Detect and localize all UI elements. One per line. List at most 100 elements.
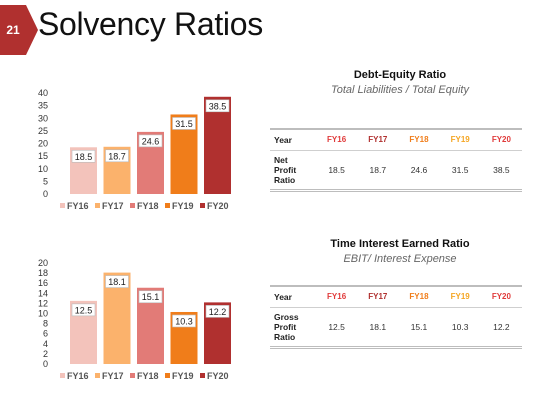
y-tick-label: 0 (43, 189, 48, 199)
y-tick-label: 10 (38, 164, 48, 174)
data-label-box (205, 305, 230, 318)
year-column-label: Year (270, 285, 316, 308)
year-header: FY17 (357, 128, 399, 151)
table-row: Net Profit Ratio 18.5 18.7 24.6 31.5 38.… (270, 150, 522, 192)
bar (204, 96, 231, 194)
data-label-box (71, 303, 96, 317)
legend-label: FY18 (137, 201, 159, 211)
table-cell: 38.5 (480, 150, 522, 192)
year-header: FY18 (398, 285, 440, 308)
year-header: FY20 (480, 285, 522, 308)
panel-title: Debt-Equity Ratio (353, 69, 447, 81)
data-label: 15.1 (142, 292, 160, 302)
y-tick-label: 6 (43, 329, 48, 339)
interest-earned-table: Year FY16 FY17 FY18 FY19 FY20 Gross Prof… (270, 285, 522, 349)
y-tick-label: 12 (38, 298, 48, 308)
panel-subtitle: EBIT/ Interest Expense (343, 253, 457, 265)
hexagon-badge-icon (0, 5, 38, 55)
y-tick-label: 4 (43, 339, 48, 349)
page-title: Solvency Ratios (38, 6, 263, 42)
y-tick-label: 16 (38, 278, 48, 288)
y-tick-label: 5 (43, 176, 48, 186)
legend-label: FY18 (137, 371, 159, 381)
table-cell: 15.1 (398, 307, 440, 349)
legend-swatch (165, 373, 170, 378)
legend-swatch (200, 373, 205, 378)
y-tick-label: 20 (38, 139, 48, 149)
year-header: FY16 (316, 128, 358, 151)
data-label: 18.7 (108, 151, 126, 161)
debt-equity-table: Year FY16 FY17 FY18 FY19 FY20 Net Profit… (270, 128, 522, 192)
panel-subtitle: Total Liabilities / Total Equity (331, 84, 469, 96)
data-label: 18.1 (108, 277, 126, 287)
table-cell: 18.5 (316, 150, 358, 192)
y-tick-label: 18 (38, 268, 48, 278)
legend-swatch (60, 373, 65, 378)
legend-label: FY17 (102, 201, 124, 211)
y-tick-label: 2 (43, 349, 48, 359)
row-label-line: Profit (274, 321, 297, 332)
data-label-box (138, 290, 163, 304)
table-cell: 12.5 (316, 307, 358, 349)
y-tick-label: 15 (38, 151, 48, 161)
table-cell: 10.3 (439, 307, 481, 349)
year-header: FY19 (439, 128, 481, 151)
legend-swatch (60, 203, 65, 208)
legend-label: FY19 (172, 201, 194, 211)
legend-label: FY16 (67, 371, 89, 381)
data-label-box (71, 149, 96, 163)
row-label: Net Profit Ratio (270, 150, 316, 192)
year-header: FY17 (357, 285, 399, 308)
data-label: 12.2 (209, 307, 227, 317)
table-cell: 18.7 (357, 150, 399, 192)
panel-title: Time Interest Earned Ratio (330, 238, 470, 250)
y-tick-label: 25 (38, 126, 48, 136)
table-cell: 18.1 (357, 307, 399, 349)
row-label-line: Ratio (274, 331, 296, 342)
row-label-line: Profit (274, 164, 297, 175)
y-tick-label: 40 (38, 88, 48, 98)
table-header-row: Year FY16 FY17 FY18 FY19 FY20 (270, 128, 522, 151)
row-label-line: Gross (274, 311, 299, 322)
table-header-row: Year FY16 FY17 FY18 FY19 FY20 (270, 285, 522, 308)
data-label: 10.3 (175, 316, 193, 326)
data-label-box (138, 134, 163, 148)
data-label: 18.5 (75, 152, 93, 162)
y-tick-label: 10 (38, 309, 48, 319)
table-row: Gross Profit Ratio 12.5 18.1 15.1 10.3 1… (270, 307, 522, 349)
legend-swatch (165, 203, 170, 208)
year-column-label: Year (270, 128, 316, 151)
row-label-line: Net (274, 154, 288, 165)
data-label-box (105, 149, 129, 163)
year-header: FY19 (439, 285, 481, 308)
table-cell: 24.6 (398, 150, 440, 192)
legend-swatch (95, 373, 100, 378)
data-label: 31.5 (175, 119, 193, 129)
data-label: 38.5 (209, 101, 227, 111)
table-cell: 12.2 (480, 307, 522, 349)
data-label-box (205, 99, 230, 113)
y-tick-label: 35 (38, 101, 48, 111)
legend-label: FY20 (207, 201, 229, 211)
row-label-line: Ratio (274, 174, 296, 185)
data-label-box (172, 117, 196, 130)
debt-equity-header: Debt-Equity Ratio Total Liabilities / To… (290, 69, 510, 96)
y-tick-label: 8 (43, 319, 48, 329)
data-label: 12.5 (75, 305, 93, 315)
data-label: 24.6 (142, 136, 160, 146)
year-header: FY20 (480, 128, 522, 151)
legend-label: FY16 (67, 201, 89, 211)
legend-label: FY20 (207, 371, 229, 381)
slide-number-badge: 21 (0, 3, 40, 57)
y-tick-label: 14 (38, 288, 48, 298)
legend-swatch (95, 203, 100, 208)
y-tick-label: 30 (38, 113, 48, 123)
data-label-box (172, 314, 196, 328)
slide-number: 21 (6, 23, 20, 37)
interest-earned-header: Time Interest Earned Ratio EBIT/ Interes… (290, 238, 510, 265)
legend-swatch (130, 203, 135, 208)
data-label-box (105, 275, 129, 288)
legend-swatch (130, 373, 135, 378)
legend-label: FY17 (102, 371, 124, 381)
